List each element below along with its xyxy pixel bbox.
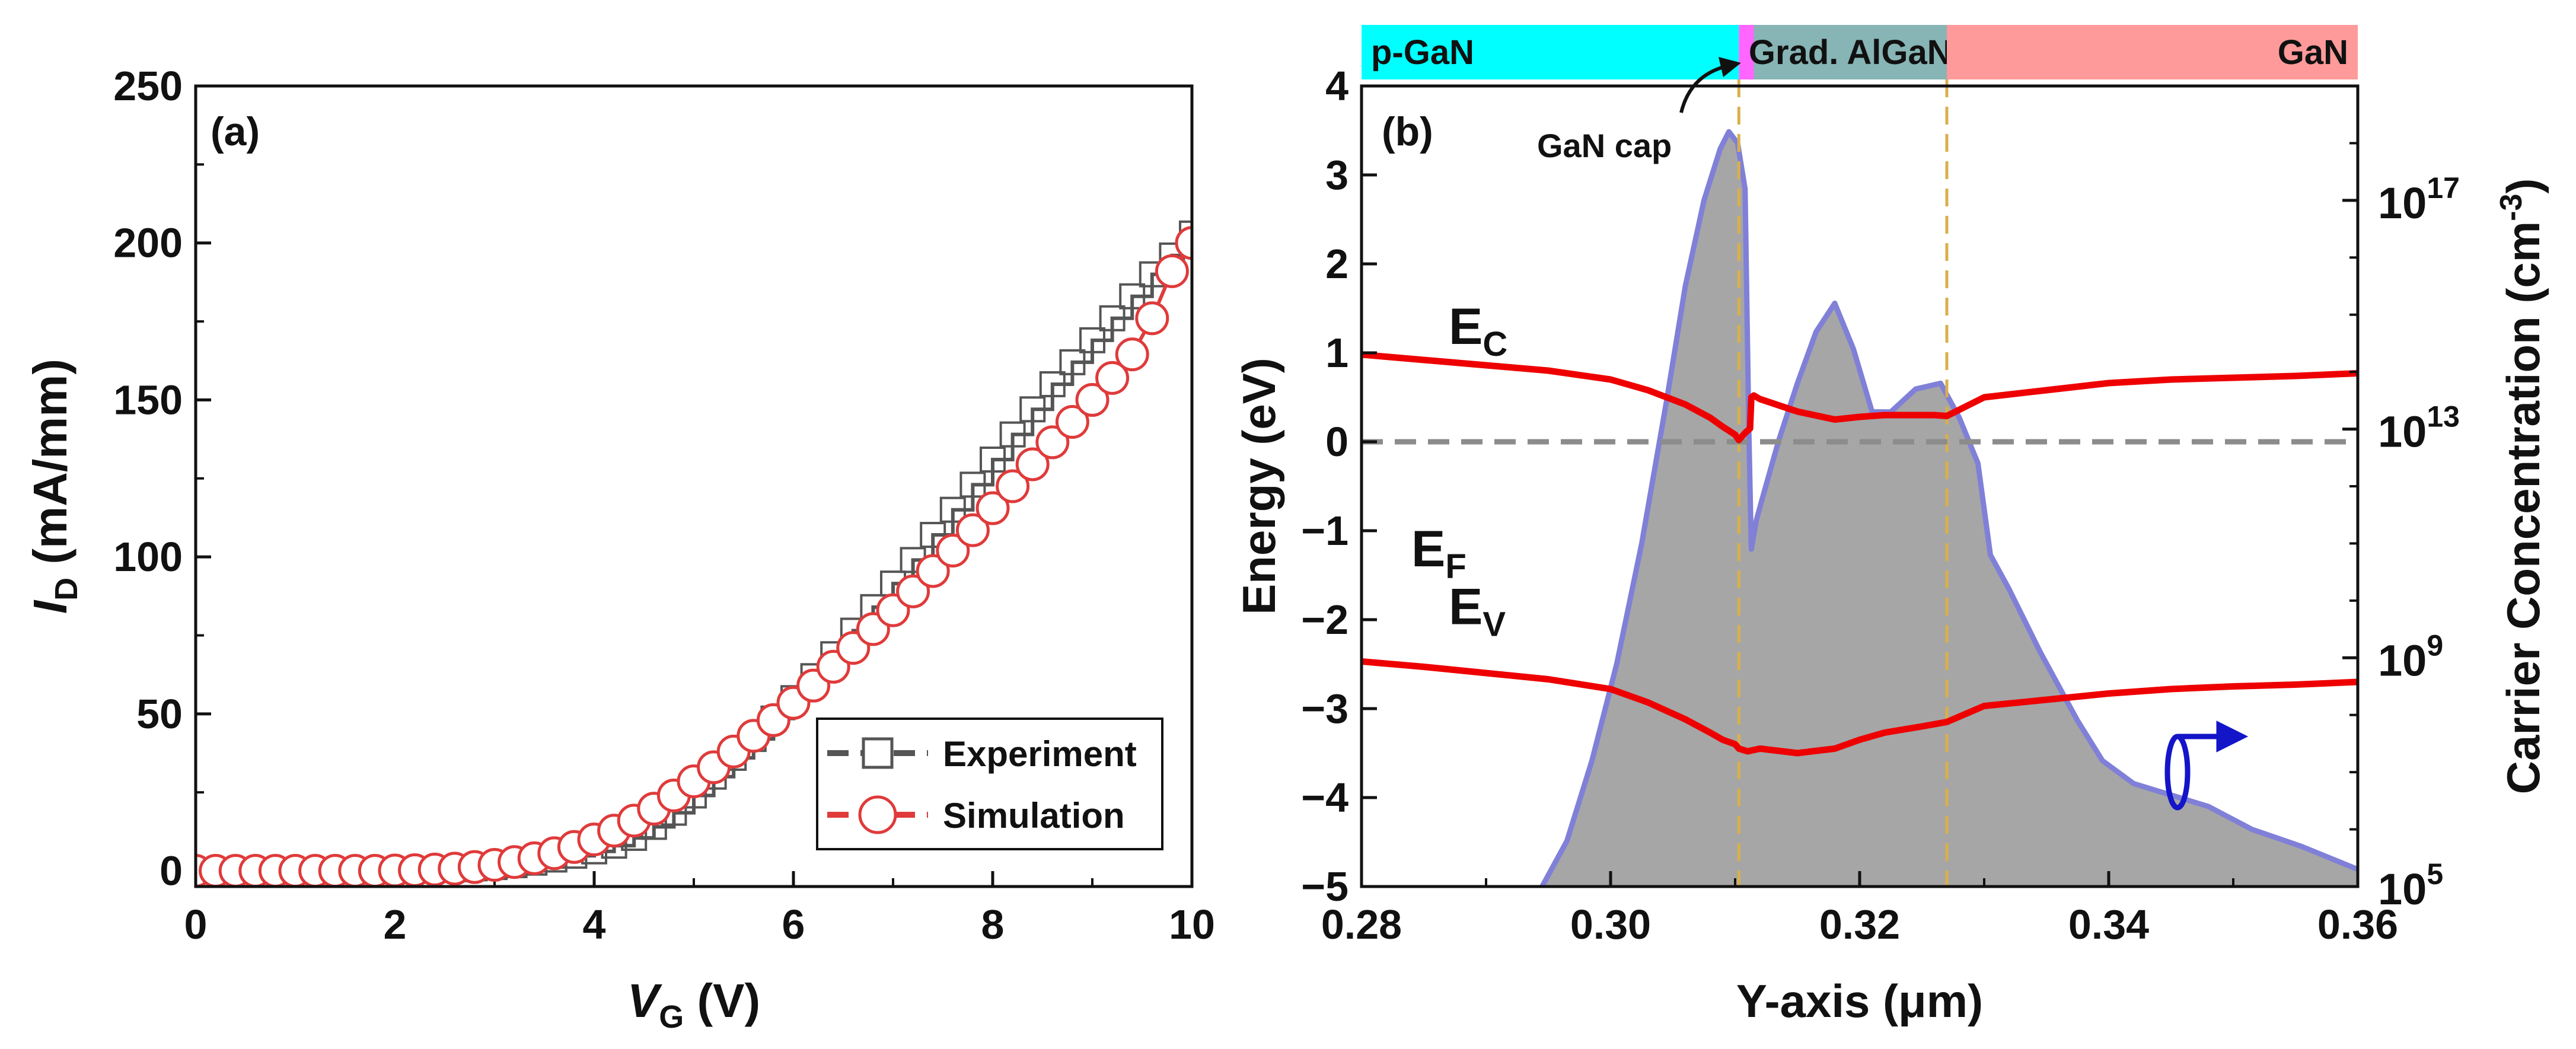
x-tick-label: 10 (1169, 901, 1215, 948)
right-y-tick-label: 1013 (2378, 400, 2460, 457)
x-tick-label: 0.32 (1819, 901, 1900, 948)
panel-b-bands (1362, 351, 2358, 757)
legend-simulation-marker (858, 795, 897, 834)
legend-simulation-label: Simulation (943, 796, 1125, 836)
legend-experiment-label: Experiment (943, 734, 1137, 774)
right-y-tick-label: 105 (2378, 857, 2443, 914)
legend-experiment-marker (862, 737, 894, 769)
experiment-point (920, 522, 946, 549)
gan-cap-label: GaN cap (1537, 127, 1672, 164)
experiment-point (1119, 283, 1146, 310)
panel-a-label: (a) (211, 109, 260, 154)
simulation-point (896, 574, 930, 608)
region-label: p-GaN (1371, 33, 1474, 72)
y-tick-label: 150 (113, 377, 183, 423)
ev-line (1362, 658, 2358, 757)
y-tick-label: 2 (1325, 241, 1348, 287)
simulation-point (1075, 382, 1110, 417)
experiment-point (959, 471, 986, 498)
x-tick-label: 0.30 (1570, 901, 1651, 948)
simulation-point (1175, 226, 1192, 260)
panel-b-y-label: Energy (eV) (1233, 358, 1285, 614)
panel-b-right-y-label: Carrier Concentration (cm-3) (2494, 178, 2549, 795)
y-tick-label: −5 (1301, 863, 1348, 910)
panel-a-legend: Experiment Simulation (816, 718, 1163, 850)
y-tick-label: 4 (1325, 63, 1348, 109)
y-tick-label: 50 (136, 691, 183, 737)
region-bar-segment (1754, 25, 1947, 79)
y-tick-label: 0 (160, 848, 183, 894)
region-bar: p-GaN Grad. AlGaN GaN (1362, 25, 2358, 79)
simulation-point (1015, 447, 1050, 482)
region-bar-segment (1362, 25, 1739, 79)
gan-cap-arrowhead-icon (1719, 57, 1741, 77)
simulation-point (1095, 361, 1130, 395)
simulation-point (1035, 425, 1070, 460)
simulation-point (996, 469, 1030, 503)
experiment-point (939, 496, 966, 523)
y-tick-label: 250 (113, 63, 183, 109)
ef-label: EF (1411, 521, 1466, 586)
y-tick-label: 100 (113, 534, 183, 580)
simulation-point (975, 491, 1010, 525)
x-tick-label: 8 (981, 901, 1005, 948)
region-bar-segment (1947, 25, 2358, 79)
simulation-point (1055, 404, 1089, 439)
experiment-point (1039, 371, 1066, 397)
region-label: Grad. AlGaN (1749, 33, 1952, 72)
x-tick-label: 0.28 (1321, 901, 1402, 948)
experiment-point (1099, 305, 1126, 331)
ec-line (1362, 351, 2358, 444)
y-tick-label: −4 (1301, 774, 1348, 821)
carrier-concentration-line (1539, 129, 2358, 887)
x-tick-label: 4 (583, 901, 606, 948)
simulation-point (916, 554, 950, 588)
x-tick-label: 6 (782, 901, 805, 948)
y-tick-label: 0 (1325, 419, 1348, 465)
ev-label: EV (1449, 579, 1506, 644)
y-tick-label: 3 (1325, 152, 1348, 198)
ec-label: EC (1449, 298, 1507, 364)
panel-a-x-label: VG (V) (627, 974, 760, 1035)
y-tick-label: 200 (113, 220, 183, 266)
simulation-point (1135, 301, 1169, 336)
simulation-point (955, 513, 990, 547)
panel-a-y-label: ID (mA/mm) (24, 359, 84, 614)
right-y-tick-label: 1017 (2378, 171, 2460, 228)
right-axis-arrow-icon (2164, 720, 2249, 811)
panel-b-ticks: 0.28 0.30 0.32 0.34 0.36 −5 −4 −3 −2 −1 0 1 2 3 4 105 10… (1301, 63, 2460, 948)
region-bar-segment (1739, 25, 1754, 79)
x-tick-label: 2 (384, 901, 407, 948)
x-tick-label: 0 (184, 901, 208, 948)
simulation-point (1155, 254, 1189, 288)
experiment-point (999, 421, 1026, 448)
gan-cap-arrow (1679, 65, 1726, 113)
panel-a-series (196, 220, 1192, 887)
experiment-point (1019, 396, 1046, 423)
simulation-point (936, 534, 970, 568)
experiment-point (1059, 349, 1086, 375)
y-tick-label: 1 (1325, 330, 1348, 376)
panel-b-density (1539, 129, 2358, 887)
region-label: GaN (2278, 33, 2348, 72)
experiment-point (1079, 327, 1105, 353)
panel-b: p-GaN Grad. AlGaN GaN 0.28 0.30 0.32 0.34 0.36… (1233, 25, 2549, 1027)
experiment-point (980, 447, 1006, 473)
panel-b-x-label: Y-axis (μm) (1736, 975, 1983, 1027)
x-tick-label: 0.36 (2317, 901, 2398, 948)
simulation-point (1115, 337, 1149, 372)
y-tick-label: −2 (1301, 597, 1348, 643)
panel-a-frame (194, 84, 1194, 888)
y-tick-label: −1 (1301, 508, 1348, 554)
y-tick-label: −3 (1301, 685, 1348, 732)
right-y-tick-label: 109 (2378, 629, 2443, 685)
panel-b-label: (b) (1382, 109, 1433, 154)
panel-b-frame (1360, 84, 2360, 888)
x-tick-label: 0.34 (2068, 901, 2149, 948)
